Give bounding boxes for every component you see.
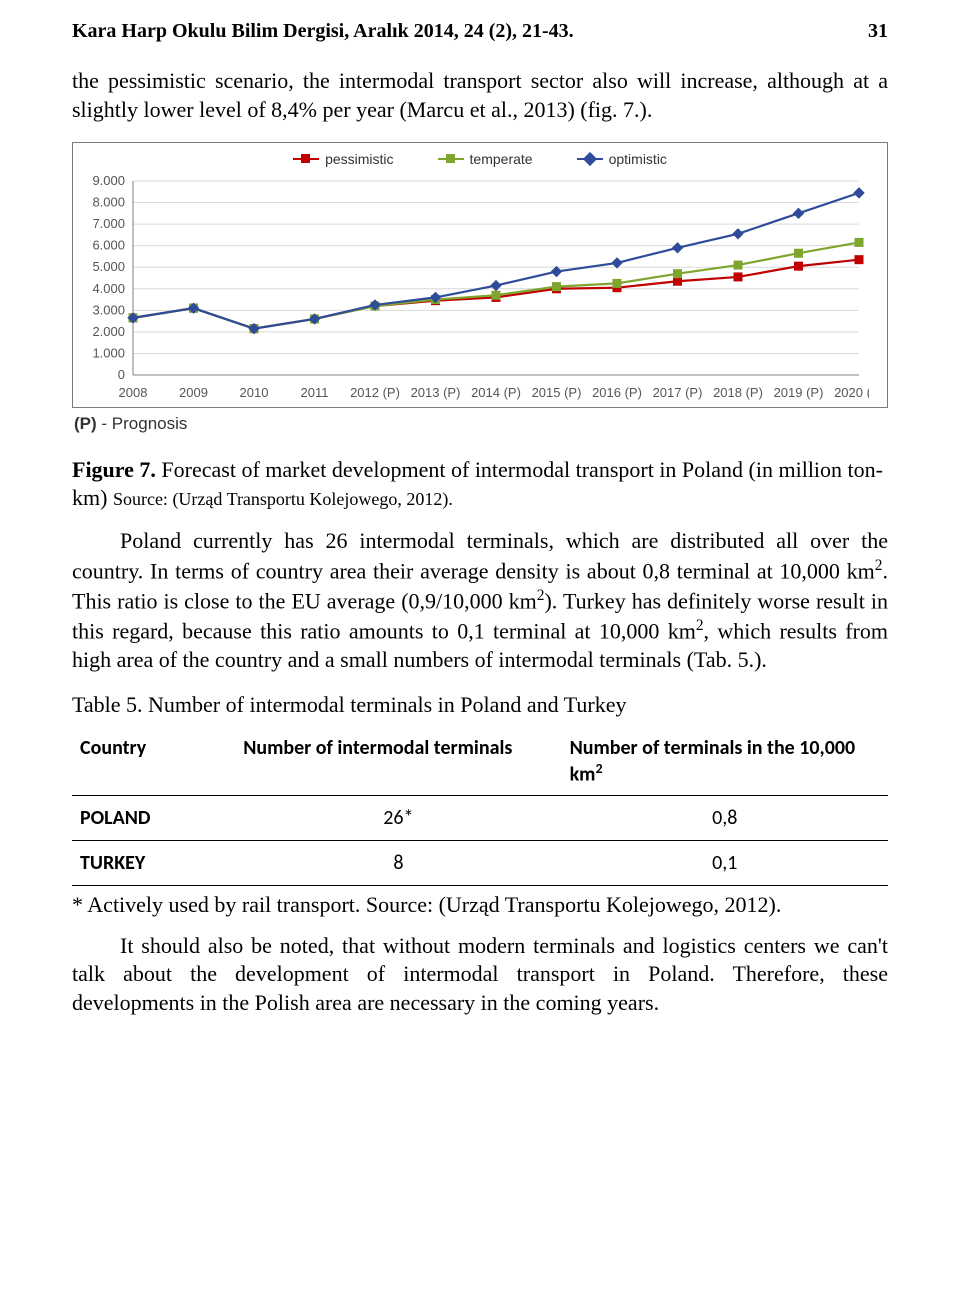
chart-legend: pessimistic temperate optimistic — [79, 151, 881, 167]
svg-text:2012 (P): 2012 (P) — [350, 385, 400, 400]
svg-text:2015 (P): 2015 (P) — [532, 385, 582, 400]
page-number: 31 — [868, 20, 888, 43]
body-paragraph-1: Poland currently has 26 intermodal termi… — [72, 527, 888, 674]
chart-frame: pessimistic temperate optimistic 0 1.000 2… — [72, 142, 888, 408]
svg-text:2014 (P): 2014 (P) — [471, 385, 521, 400]
svg-text:7.000: 7.000 — [92, 216, 125, 231]
table-footnote: * Actively used by rail transport. Sourc… — [72, 892, 888, 918]
svg-text:2011: 2011 — [301, 385, 329, 400]
chart-container: pessimistic temperate optimistic 0 1.000 2… — [72, 142, 888, 434]
cell-country: POLAND — [72, 795, 235, 840]
svg-text:2009: 2009 — [179, 385, 208, 400]
svg-text:2010: 2010 — [240, 385, 269, 400]
journal-title: Kara Harp Okulu Bilim Dergisi, Aralık 20… — [72, 20, 574, 42]
figure-source: Source: (Urząd Transportu Kolejowego, 20… — [113, 489, 453, 509]
col-density: Number of terminals in the 10,000 km2 — [562, 730, 888, 795]
svg-text:2020 (P): 2020 (P) — [834, 385, 869, 400]
legend-temperate: temperate — [438, 151, 533, 167]
line-chart: 0 1.000 2.000 3.000 4.000 5.000 6.000 7.000 8.00… — [79, 175, 869, 405]
svg-text:0: 0 — [118, 367, 125, 382]
figure-caption: Figure 7. Forecast of market development… — [72, 456, 888, 511]
sup-2a: 2 — [875, 557, 883, 574]
cell-number: 8 — [235, 840, 561, 885]
prognosis-text: - Prognosis — [97, 414, 188, 433]
legend-optimistic: optimistic — [577, 151, 667, 167]
svg-text:3.000: 3.000 — [92, 303, 125, 318]
svg-text:2019 (P): 2019 (P) — [774, 385, 824, 400]
closing-paragraph: It should also be noted, that without mo… — [72, 932, 888, 1018]
figure-label: Figure 7. — [72, 457, 156, 482]
svg-text:4.000: 4.000 — [92, 281, 125, 296]
svg-text:5.000: 5.000 — [92, 259, 125, 274]
svg-text:1.000: 1.000 — [92, 346, 125, 361]
svg-text:2016 (P): 2016 (P) — [592, 385, 642, 400]
svg-text:2008: 2008 — [119, 385, 148, 400]
table-row: POLAND26*0,8 — [72, 795, 888, 840]
cell-number: 26* — [235, 795, 561, 840]
table-header-row: Country Number of intermodal terminals N… — [72, 730, 888, 795]
legend-temperate-icon — [438, 158, 464, 160]
cell-density: 0,1 — [562, 840, 888, 885]
terminals-table: Country Number of intermodal terminals N… — [72, 730, 888, 886]
svg-text:6.000: 6.000 — [92, 238, 125, 253]
body1-a: Poland currently has 26 intermodal termi… — [72, 528, 888, 583]
intro-paragraph: the pessimistic scenario, the intermodal… — [72, 67, 888, 124]
svg-text:2017 (P): 2017 (P) — [653, 385, 703, 400]
page: Kara Harp Okulu Bilim Dergisi, Aralık 20… — [0, 0, 960, 1076]
svg-text:2018 (P): 2018 (P) — [713, 385, 763, 400]
sup-2c: 2 — [696, 617, 704, 634]
legend-pessimistic: pessimistic — [293, 151, 393, 167]
svg-text:8.000: 8.000 — [92, 195, 125, 210]
svg-text:2.000: 2.000 — [92, 324, 125, 339]
prognosis-label: (P) — [74, 414, 97, 433]
legend-pessimistic-icon — [293, 158, 319, 160]
col-density-text: Number of terminals in the 10,000 km — [570, 736, 856, 787]
col-density-sup: 2 — [595, 760, 602, 777]
col-number: Number of intermodal terminals — [235, 730, 561, 795]
prognosis-note: (P) - Prognosis — [74, 414, 888, 434]
table-row: TURKEY80,1 — [72, 840, 888, 885]
col-country: Country — [72, 730, 235, 795]
legend-optimistic-label: optimistic — [609, 151, 667, 167]
cell-density: 0,8 — [562, 795, 888, 840]
cell-country: TURKEY — [72, 840, 235, 885]
legend-pessimistic-label: pessimistic — [325, 151, 393, 167]
svg-text:2013 (P): 2013 (P) — [411, 385, 461, 400]
table-title: Table 5. Number of intermodal terminals … — [72, 692, 888, 718]
legend-optimistic-icon — [577, 158, 603, 160]
svg-text:9.000: 9.000 — [92, 175, 125, 188]
legend-temperate-label: temperate — [470, 151, 533, 167]
running-header: Kara Harp Okulu Bilim Dergisi, Aralık 20… — [72, 20, 888, 43]
